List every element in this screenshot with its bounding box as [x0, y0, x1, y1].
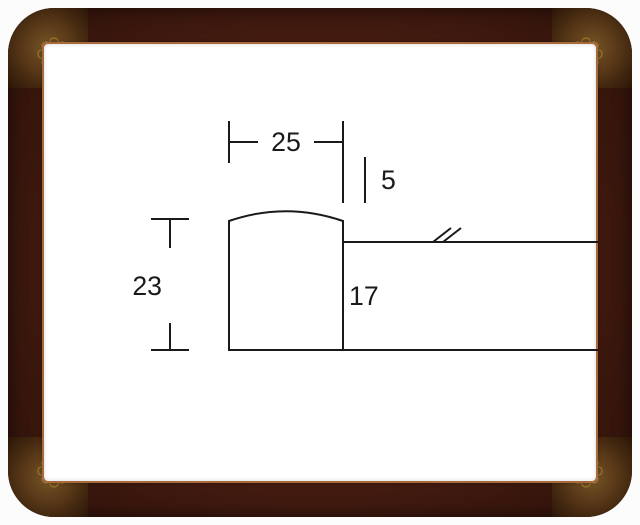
profile-diagram: 25 5 23 17: [42, 42, 598, 483]
dim-label-width-lip: 5: [381, 165, 396, 196]
dim-label-height-outer: 23: [132, 271, 162, 302]
dim-label-height-rabbet: 17: [349, 281, 379, 312]
dim-label-width-top: 25: [271, 127, 301, 158]
